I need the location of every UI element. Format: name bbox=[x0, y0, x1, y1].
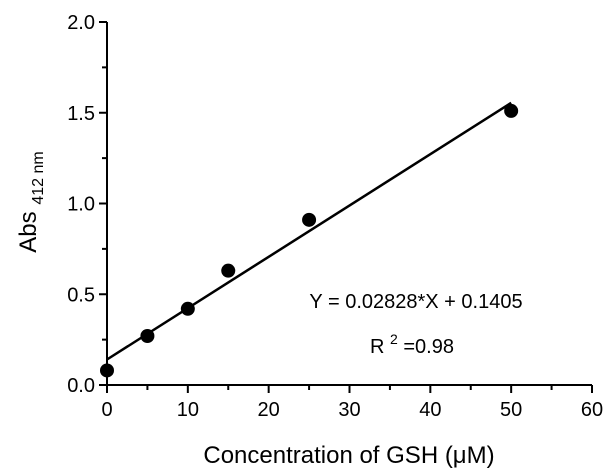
data-point bbox=[302, 212, 317, 227]
r-squared-value: =0.98 bbox=[403, 336, 454, 358]
x-axis-title: Concentration of GSH (μM) bbox=[203, 442, 494, 469]
r-squared-annotation: R 2 =0.98 bbox=[370, 327, 454, 358]
data-points bbox=[100, 103, 519, 378]
y-tick-label: 1.5 bbox=[67, 103, 95, 125]
fit-line-group bbox=[106, 101, 512, 361]
axes bbox=[106, 22, 592, 386]
data-point bbox=[180, 301, 195, 316]
x-tick-label: 20 bbox=[258, 399, 280, 421]
data-point bbox=[504, 103, 519, 118]
equation-annotation: Y = 0.02828*X + 0.1405 bbox=[309, 291, 522, 313]
y-axis-title-subscript: 412 nm bbox=[30, 151, 47, 204]
x-tick-label: 40 bbox=[419, 399, 441, 421]
r-squared-superscript: 2 bbox=[390, 331, 398, 347]
ticks: 0.0 0.5 1.0 1.5 2.0 0 10 20 30 40 50 60 bbox=[67, 12, 603, 421]
x-tick-label: 50 bbox=[500, 399, 522, 421]
data-point bbox=[100, 363, 114, 378]
y-tick-label: 0.0 bbox=[67, 375, 95, 397]
y-tick-label: 2.0 bbox=[67, 12, 95, 34]
y-axis-title-main: Abs bbox=[15, 211, 42, 252]
fit-line bbox=[106, 101, 512, 361]
r-squared-prefix: R bbox=[370, 336, 384, 358]
y-tick-label: 1.0 bbox=[67, 194, 95, 216]
data-point bbox=[140, 328, 155, 343]
x-tick-label: 10 bbox=[177, 399, 199, 421]
x-tick-label: 60 bbox=[581, 399, 603, 421]
x-tick-label: 30 bbox=[338, 399, 360, 421]
y-axis-title: Abs 412 nm bbox=[15, 151, 47, 252]
data-point bbox=[221, 263, 236, 278]
y-tick-label: 0.5 bbox=[67, 284, 95, 306]
x-tick-label: 0 bbox=[101, 399, 112, 421]
